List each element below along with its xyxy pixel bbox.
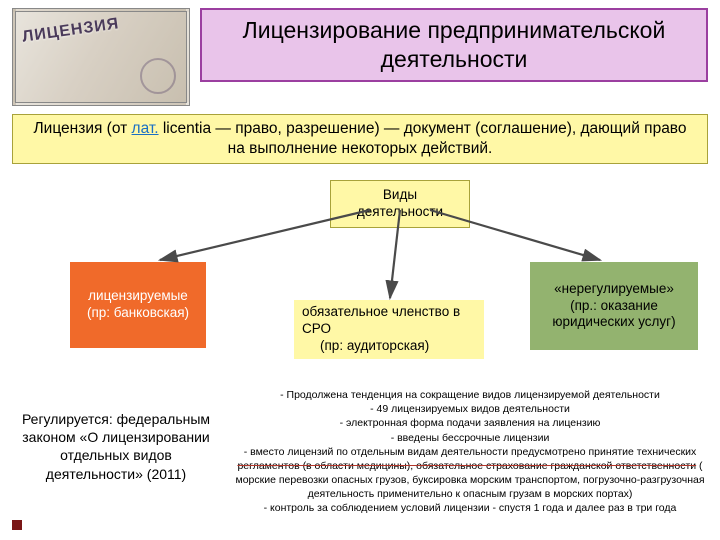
leaf-licensed: лицензируемые (пр: банковская) [70, 262, 206, 348]
leaf-unreg-l2: (пр.: оказание юридических услуг) [538, 298, 690, 332]
slide-title: Лицензирование предпринимательской деяте… [200, 8, 708, 82]
regulated-by: Регулируется: федеральным законом «О лиц… [16, 410, 216, 483]
bullet-item: - 49 лицензируемых видов деятельности [224, 402, 716, 416]
photo-label: ЛИЦЕНЗИЯ [21, 15, 120, 46]
bullet-item: - Продолжена тенденция на сокращение вид… [224, 388, 716, 402]
root-node: Виды деятельности [330, 180, 470, 228]
bullet-item: - электронная форма подачи заявления на … [224, 416, 716, 430]
def-pre: Лицензия (от [34, 120, 132, 137]
latin-link[interactable]: лат. [132, 120, 159, 137]
stamp-icon [140, 58, 176, 94]
leaf-sro-l1: обязательное членство в СРО [302, 304, 476, 338]
bullet-item: - контроль за соблюдением условий лиценз… [224, 501, 716, 515]
bullet-item: - введены бессрочные лицензии [224, 431, 716, 445]
leaf-unreg-l1: «нерегулируемые» [538, 281, 690, 298]
leaf-sro: обязательное членство в СРО (пр: аудитор… [294, 300, 484, 359]
changes-list: - Продолжена тенденция на сокращение вид… [224, 388, 716, 516]
bullet-item: - вместо лицензий по отдельным видам дея… [224, 445, 716, 502]
leaf-licensed-l1: лицензируемые [78, 288, 198, 305]
definition-box: Лицензия (от лат. licentia — право, разр… [12, 114, 708, 164]
def-post: licentia — право, разрешение) — документ… [159, 120, 687, 157]
corner-marker-icon [12, 520, 22, 530]
leaf-sro-l2: (пр: аудиторская) [302, 338, 476, 355]
leaf-unregulated: «нерегулируемые» (пр.: оказание юридичес… [530, 262, 698, 350]
leaf-licensed-l2: (пр: банковская) [78, 305, 198, 322]
header-photo: ЛИЦЕНЗИЯ [12, 8, 190, 106]
